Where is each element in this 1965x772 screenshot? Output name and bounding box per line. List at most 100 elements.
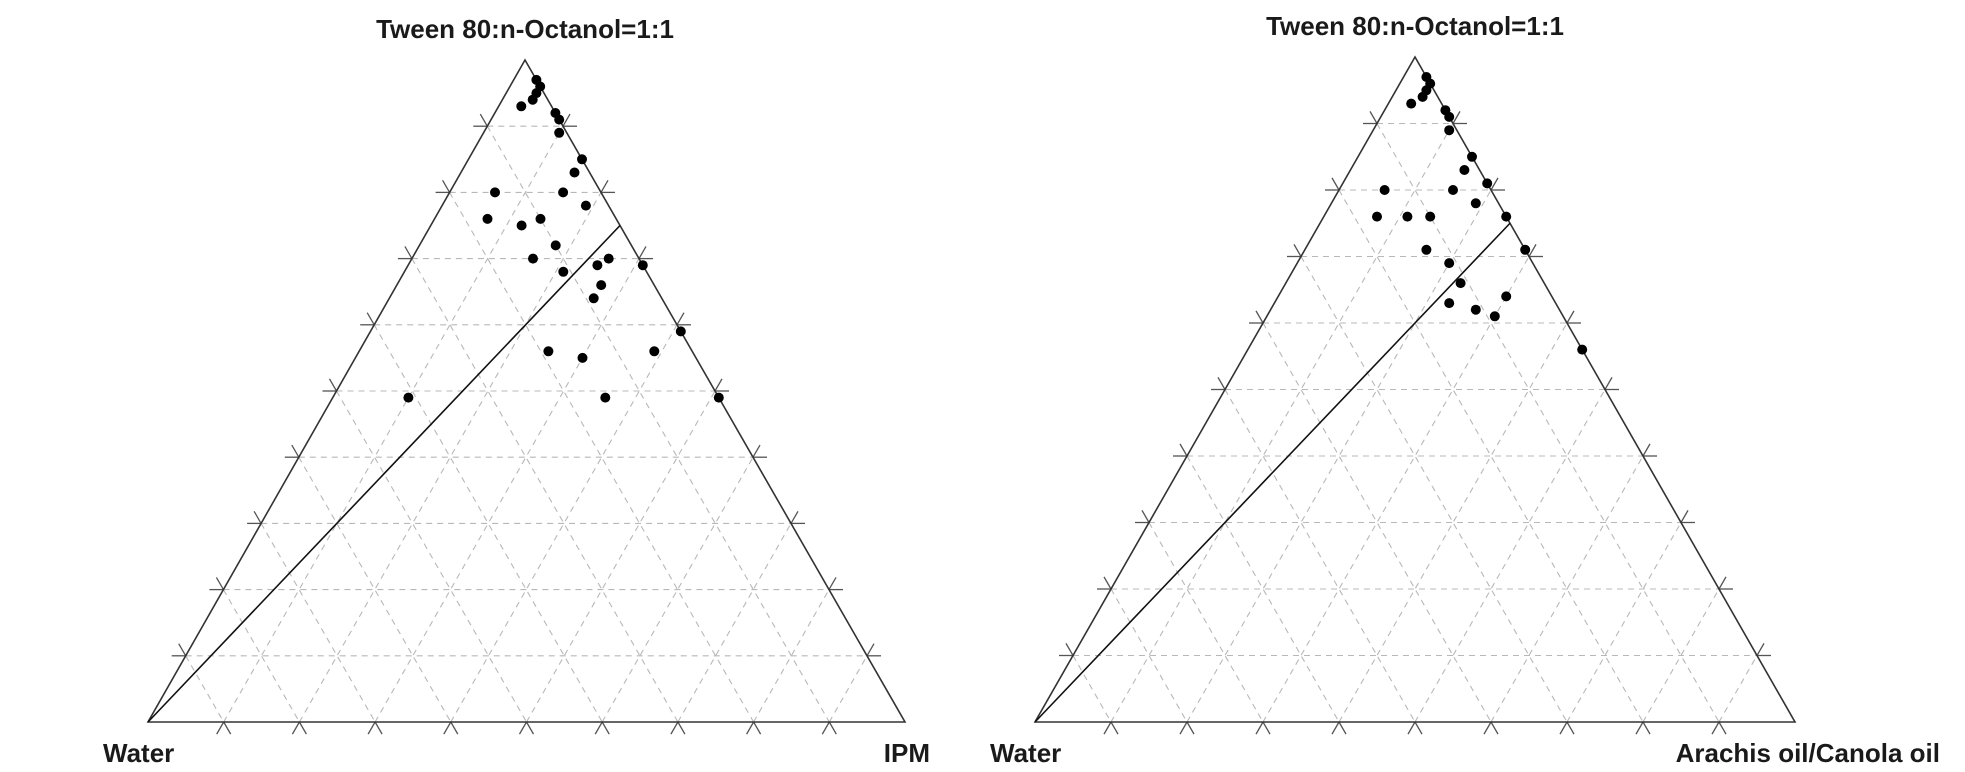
grid-line [1186, 189, 1492, 723]
data-points [1372, 72, 1588, 355]
data-point [592, 260, 603, 271]
tick-mark [404, 246, 413, 259]
data-point [569, 167, 580, 178]
data-point [482, 213, 493, 224]
grid-line [1148, 522, 1264, 723]
grid-line [1224, 389, 1416, 723]
tick-mark [479, 113, 488, 127]
data-point [516, 101, 527, 112]
tick-mark [677, 721, 686, 735]
tick-mark [1338, 721, 1347, 735]
data-point [558, 266, 569, 277]
grid-line [1718, 655, 1758, 723]
data-point [535, 213, 546, 224]
tick-mark [1293, 244, 1302, 257]
tick-mark [1711, 721, 1720, 735]
grid-line [336, 390, 527, 723]
tick-mark [215, 577, 224, 590]
grid-lines [1072, 122, 1758, 723]
tick-mark [1103, 576, 1112, 590]
grid-line [1642, 588, 1720, 723]
data-point [1425, 211, 1436, 222]
ternary-chart-ipm: Tween 80:n-Octanol=1:1 Water IPM [103, 14, 930, 768]
tick-mark [1452, 111, 1461, 124]
boundary-line [1034, 222, 1511, 723]
grid-line [298, 456, 452, 723]
data-point [558, 187, 569, 198]
grid-line [753, 589, 830, 723]
tick-mark [638, 246, 647, 259]
tick-mark [1065, 643, 1074, 656]
data-point [1467, 151, 1477, 162]
tick-mark [1262, 721, 1271, 735]
grid-line [222, 589, 300, 723]
tick-mark [328, 378, 338, 392]
tick-mark [1414, 721, 1423, 735]
data-point [675, 326, 686, 337]
apex-label-right: Arachis oil/Canola oil [1676, 738, 1940, 768]
tick-mark [1331, 177, 1340, 191]
grid-line [298, 192, 602, 723]
apex-label-left: Water [103, 738, 174, 768]
tick-mark [223, 721, 232, 735]
tick-mark [450, 721, 459, 735]
data-point [580, 200, 591, 211]
tick-mark [291, 721, 300, 735]
grid-line [601, 456, 754, 723]
tick-mark [1110, 721, 1119, 735]
tick-mark [714, 378, 723, 392]
tick-mark [1490, 721, 1499, 735]
data-point [1406, 98, 1417, 109]
grid-line [1490, 455, 1644, 723]
tick-mark [1179, 721, 1188, 735]
data-point [1470, 304, 1481, 315]
tick-mark [670, 721, 679, 735]
data-point [713, 392, 724, 403]
grid-line [223, 125, 564, 723]
data-point [490, 187, 500, 198]
ternary-chart-arachis-canola: Tween 80:n-Octanol=1:1 Water Arachis oil… [990, 11, 1940, 768]
tick-mark [821, 721, 830, 735]
triangle-edges [146, 58, 907, 723]
tick-mark [1369, 111, 1378, 124]
tick-mark [753, 721, 762, 735]
data-point [543, 346, 554, 357]
tick-mark [1331, 721, 1340, 735]
grid-line [526, 390, 716, 723]
tick-mark [1528, 244, 1537, 257]
data-point [1372, 211, 1382, 222]
tick-marks [171, 113, 881, 735]
tick-mark [366, 312, 375, 326]
tick-mark [298, 721, 307, 735]
grid-line [260, 523, 376, 723]
data-point [600, 392, 611, 403]
data-point [1470, 198, 1481, 209]
data-point [1501, 291, 1512, 302]
data-point [649, 346, 660, 357]
data-point [1402, 211, 1413, 222]
tick-mark [367, 721, 376, 735]
grid-line [1262, 256, 1530, 723]
tick-mark [828, 721, 837, 735]
data-point [528, 253, 538, 264]
tick-mark [562, 113, 571, 127]
tick-mark [1490, 177, 1499, 191]
grid-lines [185, 125, 868, 723]
data-point [1417, 91, 1428, 102]
data-point [1421, 244, 1432, 255]
data-point [1448, 185, 1458, 195]
data-point [603, 253, 614, 264]
tick-mark [1217, 377, 1226, 390]
tick-mark [1255, 721, 1264, 735]
tick-mark [1604, 377, 1613, 390]
tick-mark [1103, 721, 1112, 735]
tick-mark [443, 721, 452, 735]
phase-boundary [147, 224, 621, 723]
tick-marks [1059, 111, 1771, 735]
grid-line [1414, 389, 1606, 723]
tick-mark [866, 643, 875, 657]
apex-label-top: Tween 80:n-Octanol=1:1 [376, 14, 674, 44]
grid-line [449, 192, 755, 723]
grid-line [185, 655, 225, 723]
tick-mark [1141, 510, 1150, 523]
